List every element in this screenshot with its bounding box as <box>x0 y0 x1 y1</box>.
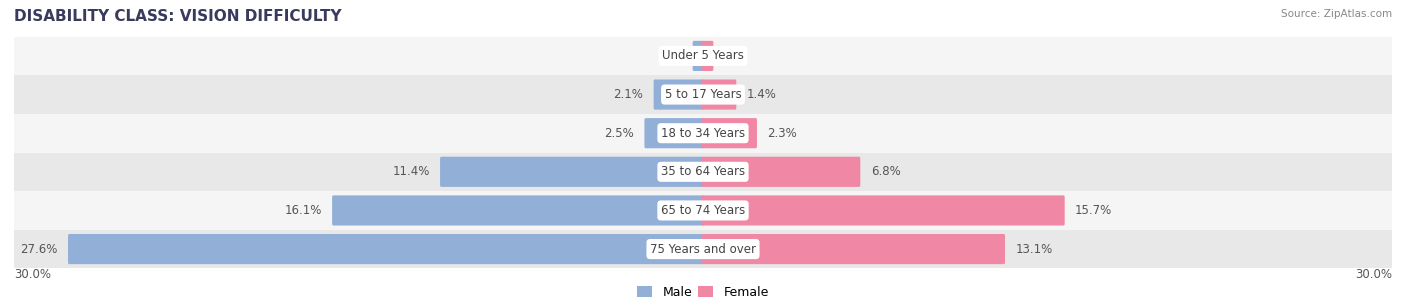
FancyBboxPatch shape <box>14 230 1392 268</box>
Text: 1.4%: 1.4% <box>747 88 776 101</box>
Text: 35 to 64 Years: 35 to 64 Years <box>661 165 745 178</box>
Text: 11.4%: 11.4% <box>392 165 430 178</box>
Text: 13.1%: 13.1% <box>1015 242 1053 256</box>
FancyBboxPatch shape <box>702 118 756 148</box>
FancyBboxPatch shape <box>702 41 713 71</box>
FancyBboxPatch shape <box>702 80 737 109</box>
Text: DISABILITY CLASS: VISION DIFFICULTY: DISABILITY CLASS: VISION DIFFICULTY <box>14 9 342 24</box>
Legend: Male, Female: Male, Female <box>633 281 773 304</box>
Text: 15.7%: 15.7% <box>1076 204 1112 217</box>
FancyBboxPatch shape <box>644 118 704 148</box>
Text: 18 to 34 Years: 18 to 34 Years <box>661 127 745 140</box>
FancyBboxPatch shape <box>14 152 1392 191</box>
FancyBboxPatch shape <box>702 157 860 187</box>
FancyBboxPatch shape <box>14 114 1392 152</box>
FancyBboxPatch shape <box>332 196 704 225</box>
Text: 0.0%: 0.0% <box>714 49 744 63</box>
FancyBboxPatch shape <box>440 157 704 187</box>
FancyBboxPatch shape <box>67 234 704 264</box>
FancyBboxPatch shape <box>693 41 704 71</box>
Text: 5 to 17 Years: 5 to 17 Years <box>665 88 741 101</box>
FancyBboxPatch shape <box>702 234 1005 264</box>
Text: 2.3%: 2.3% <box>768 127 797 140</box>
FancyBboxPatch shape <box>702 196 1064 225</box>
Text: 75 Years and over: 75 Years and over <box>650 242 756 256</box>
Text: 65 to 74 Years: 65 to 74 Years <box>661 204 745 217</box>
Text: 30.0%: 30.0% <box>1355 268 1392 282</box>
Text: 0.0%: 0.0% <box>662 49 692 63</box>
Text: 6.8%: 6.8% <box>870 165 900 178</box>
Text: 2.5%: 2.5% <box>605 127 634 140</box>
Text: 30.0%: 30.0% <box>14 268 51 282</box>
FancyBboxPatch shape <box>654 80 704 109</box>
FancyBboxPatch shape <box>14 191 1392 230</box>
Text: 27.6%: 27.6% <box>20 242 58 256</box>
FancyBboxPatch shape <box>14 75 1392 114</box>
FancyBboxPatch shape <box>14 37 1392 75</box>
Text: 16.1%: 16.1% <box>284 204 322 217</box>
Text: Under 5 Years: Under 5 Years <box>662 49 744 63</box>
Text: 2.1%: 2.1% <box>613 88 644 101</box>
Text: Source: ZipAtlas.com: Source: ZipAtlas.com <box>1281 9 1392 19</box>
